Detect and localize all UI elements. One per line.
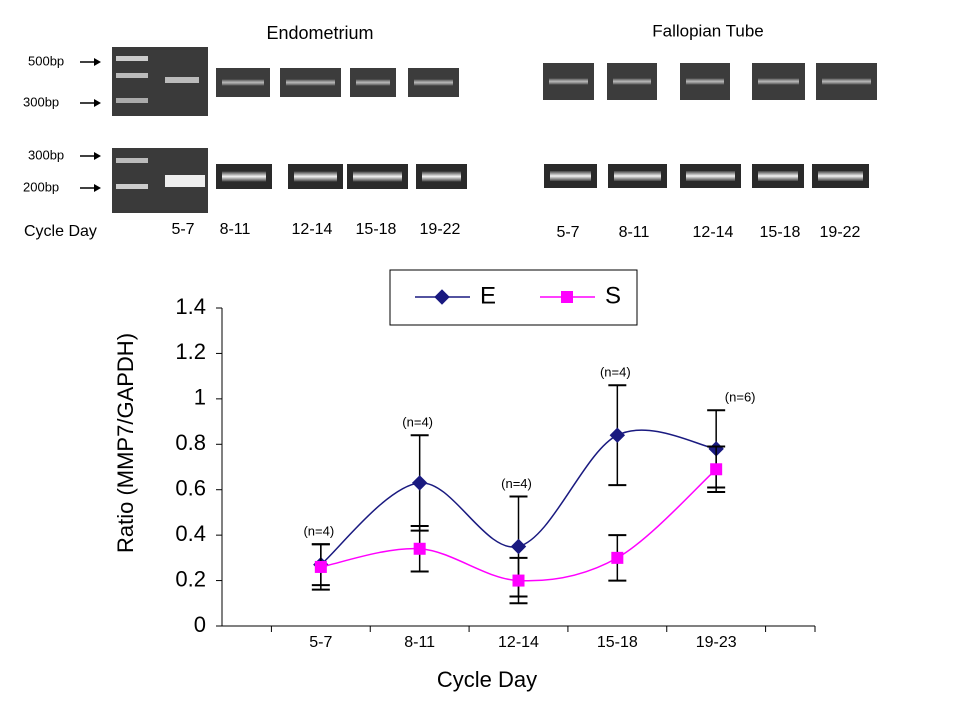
gel-band xyxy=(549,78,588,85)
lane-label: 15-18 xyxy=(760,224,801,241)
y-tick-label: 0.8 xyxy=(175,430,206,455)
gel-band xyxy=(414,79,453,86)
gel-band xyxy=(294,171,337,182)
gel-band xyxy=(613,78,651,85)
annotation: (n=4) xyxy=(303,524,334,539)
y-axis-label: Ratio (MMP7/GAPDH) xyxy=(113,333,138,553)
size-marker: 300bp xyxy=(28,147,64,162)
size-marker: 200bp xyxy=(23,179,59,194)
gel-band xyxy=(422,171,461,182)
annotation: (n=4) xyxy=(600,365,631,380)
y-tick-label: 0 xyxy=(194,612,206,637)
legend-label: E xyxy=(480,282,496,309)
data-point xyxy=(510,538,527,555)
lane-label: 8-11 xyxy=(220,221,251,238)
gel-title: Fallopian Tube xyxy=(652,21,764,40)
x-tick-label: 8-11 xyxy=(404,634,435,651)
ladder-band xyxy=(116,158,148,163)
gel-band xyxy=(822,78,871,85)
lane-label: 15-18 xyxy=(356,221,397,238)
gel-title: Endometrium xyxy=(266,23,373,43)
lane-label: 8-11 xyxy=(619,224,650,241)
gel-band xyxy=(758,78,799,85)
marker-arrowhead xyxy=(94,99,101,107)
legend-label: S xyxy=(605,282,621,309)
lane-label: 19-22 xyxy=(420,221,461,238)
x-tick-label: 12-14 xyxy=(498,634,539,651)
lane-label: 19-22 xyxy=(820,224,861,241)
annotation: (n=4) xyxy=(501,476,532,491)
x-tick-label: 19-23 xyxy=(696,634,737,651)
y-tick-label: 0.2 xyxy=(175,566,206,591)
annotation: (n=6) xyxy=(725,390,756,405)
gel-band xyxy=(550,171,591,181)
ladder-band xyxy=(116,98,148,103)
data-point xyxy=(512,574,525,587)
ladder-band xyxy=(116,56,148,61)
y-tick-label: 1.2 xyxy=(175,339,206,364)
legend-marker xyxy=(561,291,573,303)
gel-band xyxy=(686,78,724,85)
legend-marker xyxy=(434,289,450,305)
y-tick-label: 1 xyxy=(194,385,206,410)
lane-label: 12-14 xyxy=(693,224,734,241)
gel-band xyxy=(614,171,661,181)
data-point xyxy=(710,463,723,476)
data-point xyxy=(314,560,327,573)
y-tick-label: 0.4 xyxy=(175,521,206,546)
sample-band xyxy=(165,77,199,83)
y-tick-label: 1.4 xyxy=(175,294,206,319)
cycle-day-label: Cycle Day xyxy=(24,223,97,240)
annotation: (n=4) xyxy=(402,415,433,430)
y-tick-label: 0.6 xyxy=(175,476,206,501)
gel-band xyxy=(758,171,798,181)
size-marker: 300bp xyxy=(23,94,59,109)
lane-label: 12-14 xyxy=(292,221,333,238)
lane-label: 5-7 xyxy=(556,224,579,241)
marker-arrowhead xyxy=(94,184,101,192)
gel-images: Endometrium Fallopian Tube 500bp 300bp 300bp… xyxy=(23,21,877,241)
gel-band xyxy=(686,171,735,181)
data-point xyxy=(611,551,624,564)
x-tick-label: 15-18 xyxy=(597,634,638,651)
line-chart: 0 0.2 0.4 0.6 0.8 1 1.2 1.4 5-7 8-11 12-14 15-18 19-… xyxy=(113,269,816,692)
gel-band xyxy=(222,79,264,86)
data-point xyxy=(609,427,626,443)
data-point xyxy=(413,542,426,555)
data-point xyxy=(411,475,428,491)
marker-arrowhead xyxy=(94,152,101,160)
gel-band xyxy=(818,171,863,181)
size-marker: 500bp xyxy=(28,53,64,68)
gel-band xyxy=(353,171,402,182)
gel-band xyxy=(222,171,266,182)
ladder-band xyxy=(116,184,148,189)
marker-arrowhead xyxy=(94,58,101,66)
gel-band xyxy=(356,79,390,86)
sample-band xyxy=(165,175,205,187)
x-axis-label: Cycle Day xyxy=(437,667,537,692)
ladder-band xyxy=(116,73,148,78)
x-tick-label: 5-7 xyxy=(309,634,332,651)
lane-label: 5-7 xyxy=(171,221,194,238)
gel-band xyxy=(286,79,335,86)
